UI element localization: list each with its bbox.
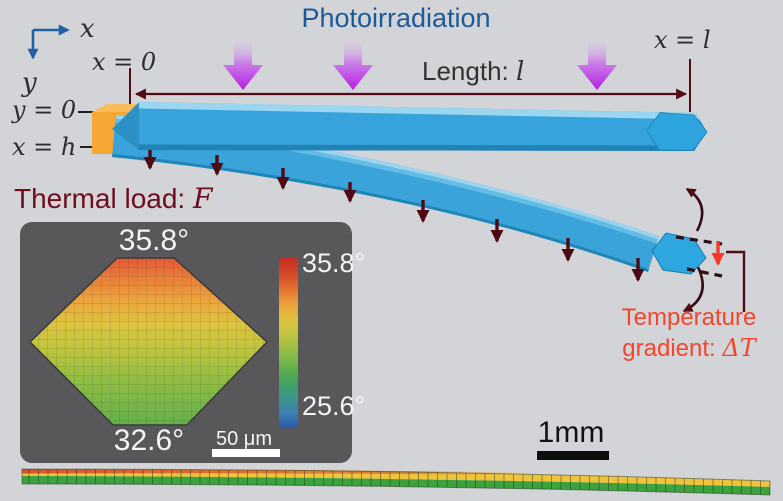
scale-bar xyxy=(537,451,609,460)
inset-top-temp: 35.8° xyxy=(118,224,190,257)
bent-beam-tip-cap xyxy=(651,232,707,275)
inset-scale-label: 50 μm xyxy=(216,428,272,450)
page-title: Photoirradiation xyxy=(301,3,491,33)
colorbar xyxy=(279,258,298,427)
inset-bottom-temp: 32.6° xyxy=(113,424,185,457)
tip-rotation-arrows xyxy=(682,187,704,313)
label-xh: x = h xyxy=(12,133,77,161)
axis-y-label: y xyxy=(22,68,37,98)
label-temperature-gradient: Temperature gradient: ΔT xyxy=(621,304,757,362)
tip-phantom-dashes xyxy=(675,235,723,278)
label-length: Length: l xyxy=(422,56,525,87)
inset-scale-bar xyxy=(212,449,280,457)
colorbar-min-label: 25.6° xyxy=(302,391,366,421)
cross-section-plot xyxy=(28,257,269,426)
rotation-arrow-down xyxy=(682,266,704,313)
inset-panel: 35.8° 32.6° 35.8° 25.6° 50 μm xyxy=(20,222,365,463)
photoirradiation-arrow xyxy=(577,41,617,90)
scale-bar-label: 1mm xyxy=(537,416,605,449)
label-thermal-load: Thermal load: F xyxy=(14,182,213,215)
label-x0: x = 0 xyxy=(92,48,157,76)
straight-beam-end-cap xyxy=(646,112,708,151)
temperature-gradient-bracket xyxy=(726,250,746,312)
label-y0: y = 0 xyxy=(12,96,77,124)
photoirradiation-arrow xyxy=(333,41,373,90)
photoirradiation-arrow xyxy=(223,41,263,90)
label-xl: x = l xyxy=(654,26,711,54)
deflected-beam-mesh xyxy=(21,468,771,496)
photoirradiation-arrows xyxy=(223,41,617,90)
coordinate-axes xyxy=(27,24,70,60)
thermal-load-arrows xyxy=(143,150,645,282)
straight-beam xyxy=(112,102,708,151)
rotation-arrow-up xyxy=(685,187,704,232)
axis-x-label: x xyxy=(80,14,95,44)
colorbar-max-label: 35.8° xyxy=(302,248,366,278)
